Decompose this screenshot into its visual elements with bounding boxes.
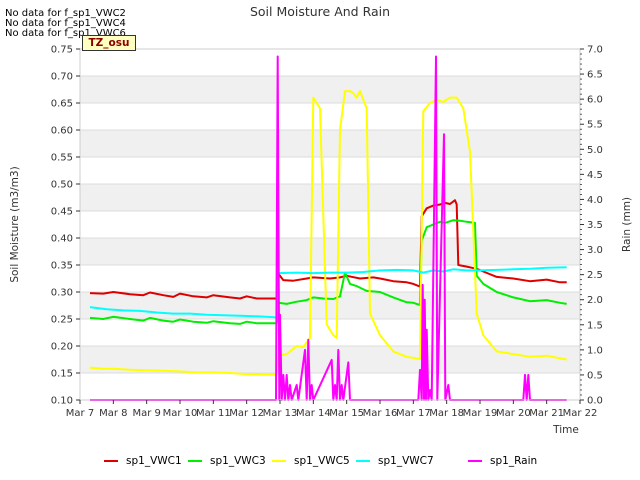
legend: sp1_VWC1 sp1_VWC3 sp1_VWC5 sp1_VWC7 sp1_… <box>0 453 640 469</box>
no-data-note: No data for f_sp1_VWC6 <box>5 28 126 39</box>
legend-swatch <box>272 460 286 462</box>
x-tick-label: Mar 21 <box>529 408 564 419</box>
no-data-note: No data for f_sp1_VWC4 <box>5 18 126 29</box>
left-tick-label: 0.60 <box>51 126 73 137</box>
left-tick-label: 0.70 <box>51 72 73 83</box>
left-axis-label: Soil Moisture (m3/m3) <box>9 166 21 282</box>
chart-title: Soil Moisture And Rain <box>249 4 391 19</box>
legend-item-rain: sp1_Rain <box>468 453 537 469</box>
background-band <box>80 292 580 319</box>
series-line-sp1_VWC7 <box>89 266 567 319</box>
legend-item-vwc5: sp1_VWC5 <box>272 453 350 469</box>
no-data-note: No data for f_sp1_VWC2 <box>5 8 126 19</box>
right-tick-label: 4.0 <box>587 195 603 206</box>
legend-label: sp1_VWC1 <box>126 455 182 467</box>
legend-label: sp1_VWC5 <box>294 455 350 467</box>
legend-swatch <box>468 460 482 462</box>
right-tick-label: 3.5 <box>587 220 603 231</box>
left-tick-label: 0.45 <box>51 207 73 218</box>
x-tick-label: Mar 17 <box>396 408 431 419</box>
x-tick-label: Mar 18 <box>429 408 464 419</box>
right-tick-label: 1.0 <box>587 345 603 356</box>
x-tick-label: Mar 16 <box>363 408 398 419</box>
right-tick-label: 0.0 <box>587 396 603 407</box>
right-axis-label: Rain (mm) <box>621 197 633 252</box>
x-tick-label: Mar 22 <box>563 408 598 419</box>
left-tick-label: 0.35 <box>51 261 73 272</box>
background-band <box>80 346 580 373</box>
x-tick-label: Mar 8 <box>99 408 127 419</box>
series-line-sp1_VWC1 <box>89 199 567 300</box>
legend-item-vwc3: sp1_VWC3 <box>188 453 266 469</box>
series-line-sp1_VWC5 <box>89 90 567 376</box>
right-y-axis: 0.0 0.5 1.0 1.5 2.0 2.5 3.0 3.5 4.0 4.5 5.0 5.5 6.0 6… <box>580 45 603 407</box>
right-tick-label: 0.5 <box>587 370 603 381</box>
left-tick-label: 0.20 <box>51 342 73 353</box>
right-tick-label: 2.0 <box>587 295 603 306</box>
legend-label: sp1_Rain <box>490 455 538 467</box>
background-bands <box>80 76 580 373</box>
left-tick-label: 0.50 <box>51 180 73 191</box>
right-tick-label: 3.0 <box>587 245 603 256</box>
left-tick-label: 0.55 <box>51 153 73 164</box>
x-axis-label: Time <box>552 424 579 436</box>
left-tick-label: 0.15 <box>51 369 73 380</box>
legend-swatch <box>356 460 370 462</box>
left-y-axis: 0.10 0.15 0.20 0.25 0.30 0.35 0.40 0.45 0.50 0.55… <box>51 45 80 407</box>
left-tick-label: 0.65 <box>51 99 73 110</box>
right-tick-label: 6.0 <box>587 95 603 106</box>
legend-swatch <box>104 460 118 462</box>
legend-item-vwc7: sp1_VWC7 <box>356 453 434 469</box>
right-tick-label: 2.5 <box>587 270 603 281</box>
x-tick-label: Mar 19 <box>463 408 498 419</box>
x-tick-label: Mar 9 <box>132 408 160 419</box>
x-tick-label: Mar 10 <box>163 408 198 419</box>
legend-label: sp1_VWC3 <box>210 455 266 467</box>
background-band <box>80 238 580 265</box>
background-band <box>80 76 580 103</box>
right-tick-label: 5.0 <box>587 145 603 156</box>
left-tick-label: 0.75 <box>51 45 73 56</box>
background-band <box>80 184 580 211</box>
x-tick-label: Mar 7 <box>66 408 94 419</box>
legend-swatch <box>188 460 202 462</box>
right-tick-label: 1.5 <box>587 320 603 331</box>
right-tick-label: 4.5 <box>587 170 603 181</box>
x-tick-label: Mar 13 <box>263 408 298 419</box>
legend-item-vwc1: sp1_VWC1 <box>104 453 182 469</box>
x-tick-label: Mar 15 <box>329 408 364 419</box>
right-tick-label: 5.5 <box>587 120 603 131</box>
site-badge: TZ_osu <box>82 35 136 51</box>
right-tick-label: 7.0 <box>587 45 603 56</box>
left-tick-label: 0.25 <box>51 315 73 326</box>
x-tick-label: Mar 20 <box>496 408 531 419</box>
x-tick-label: Mar 14 <box>296 408 331 419</box>
legend-label: sp1_VWC7 <box>378 455 434 467</box>
left-tick-label: 0.10 <box>51 396 73 407</box>
series-line-sp1_Rain <box>90 55 567 401</box>
left-tick-label: 0.30 <box>51 288 73 299</box>
x-tick-label: Mar 12 <box>229 408 264 419</box>
series-layer <box>89 55 567 401</box>
left-tick-label: 0.40 <box>51 234 73 245</box>
right-tick-label: 6.5 <box>587 70 603 81</box>
background-band <box>80 130 580 157</box>
x-tick-label: Mar 11 <box>196 408 231 419</box>
